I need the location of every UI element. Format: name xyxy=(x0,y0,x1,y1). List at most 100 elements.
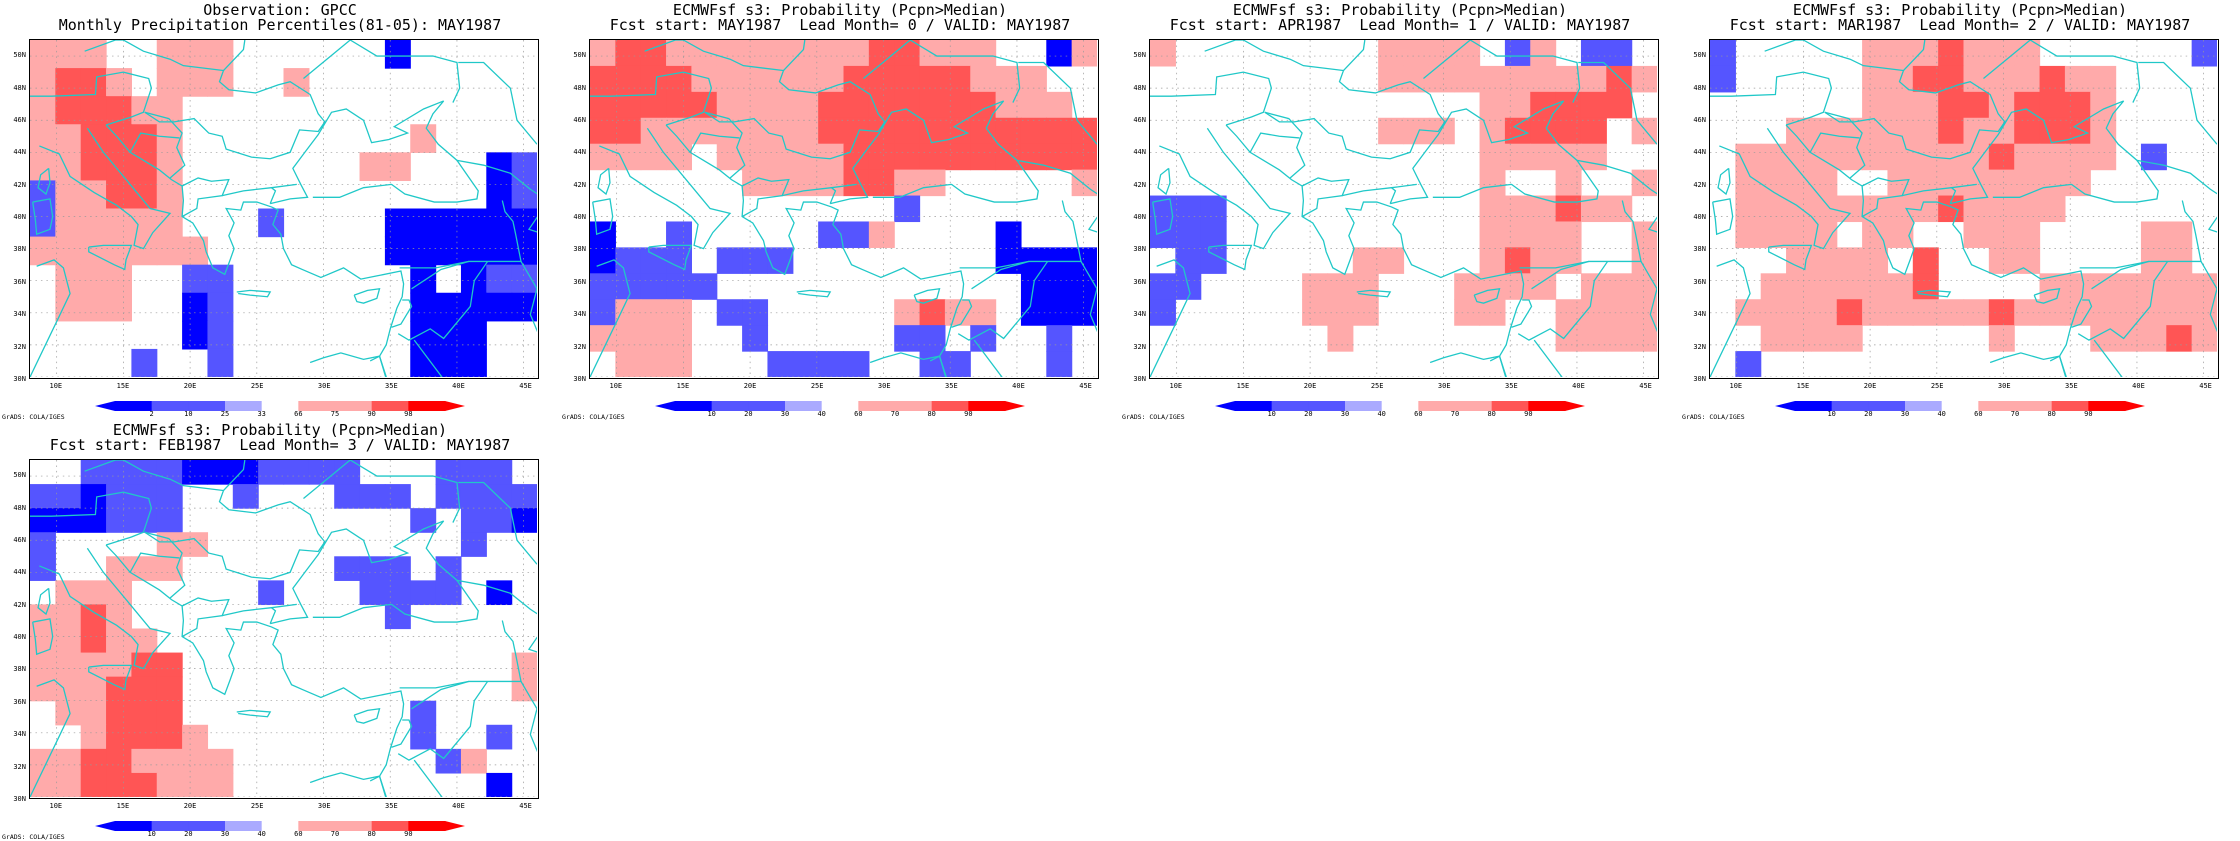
grid-cell xyxy=(1046,91,1073,119)
lat-label: 34N xyxy=(1133,310,1146,319)
lat-label: 34N xyxy=(1693,310,1706,319)
lat-label: 46N xyxy=(13,115,26,124)
grid-cell xyxy=(1938,195,1965,223)
grid-cell xyxy=(30,124,56,153)
grid-cell xyxy=(1631,325,1657,352)
coastline xyxy=(782,40,806,71)
coastline xyxy=(689,132,740,153)
grid-cell xyxy=(30,532,56,557)
grid-cell xyxy=(1760,221,1787,248)
grid-cell xyxy=(1631,169,1657,197)
colorbar-tick-label: 40 xyxy=(817,410,826,418)
coastline xyxy=(270,520,479,625)
grid-cell xyxy=(410,124,437,153)
coastline xyxy=(1640,261,1657,333)
grid-cell xyxy=(2166,325,2193,352)
grid-cell xyxy=(1887,169,1914,197)
grid-cell xyxy=(80,68,107,97)
grid-cell xyxy=(2090,299,2117,326)
colorbar-swatch xyxy=(1491,401,1529,411)
grid-cell xyxy=(1836,247,1863,274)
grid-cell xyxy=(590,221,616,248)
grid-cell xyxy=(410,208,437,238)
grid-cell xyxy=(1631,247,1657,274)
grid-cell xyxy=(2064,273,2091,300)
grid-cell xyxy=(1454,273,1481,300)
colorbar-swatch xyxy=(821,401,859,411)
grid-cell xyxy=(1710,40,1736,67)
coastline xyxy=(1018,61,1097,145)
grid-cell xyxy=(818,351,845,377)
lon-label: 20E xyxy=(743,382,757,390)
grid-cell xyxy=(511,676,537,702)
grid-cell xyxy=(80,236,107,266)
colorbar-min-arrow xyxy=(655,401,675,411)
grid-cell xyxy=(1938,143,1965,171)
grid-cell xyxy=(640,117,667,145)
grid-cell xyxy=(1175,195,1202,223)
map-frame xyxy=(29,459,539,799)
grid-cell xyxy=(156,724,183,750)
colorbar-swatch xyxy=(1381,401,1419,411)
colorbar-tick-label: 60 xyxy=(294,830,303,838)
panel-title: ECMWFsf s3: Probability (Pcpn>Median) xyxy=(672,1,1008,19)
grid-cell xyxy=(2064,143,2091,171)
grid-cell xyxy=(894,169,921,197)
grid-cell xyxy=(156,748,183,774)
coastline xyxy=(1225,124,1525,364)
coastline xyxy=(1902,183,1977,197)
coastline xyxy=(411,260,470,290)
grid-cell xyxy=(207,348,234,377)
panel-title: ECMWFsf s3: Probability (Pcpn>Median) xyxy=(1792,1,2128,19)
lat-label: 34N xyxy=(13,730,26,739)
grid-cell xyxy=(460,748,487,774)
coastline xyxy=(456,579,537,653)
grid-cell xyxy=(2039,169,2066,197)
grid-cell xyxy=(384,208,411,238)
grid-cell xyxy=(1504,65,1531,93)
grid-cell xyxy=(666,299,692,326)
colorbar-max-arrow xyxy=(445,401,465,411)
grid-cell xyxy=(55,676,82,702)
lat-label: 48N xyxy=(13,83,26,92)
grid-cell xyxy=(30,68,56,97)
grid-cell xyxy=(156,700,183,726)
grid-cell xyxy=(1938,40,1965,67)
grid-cell xyxy=(1786,221,1812,248)
grads-credit: GrADS: COLA/IGES xyxy=(562,413,625,421)
colorbar-swatch xyxy=(371,401,409,411)
colorbar-swatch xyxy=(1271,401,1309,411)
grid-cell xyxy=(410,264,437,294)
coastline xyxy=(938,355,947,377)
grid-cell xyxy=(868,221,895,248)
grid-cell xyxy=(156,152,183,182)
grid-cell xyxy=(2064,65,2091,93)
grid-cell xyxy=(2039,65,2066,93)
grid-cell xyxy=(818,143,845,171)
colorbar-swatch xyxy=(675,401,713,411)
grid-cell xyxy=(767,351,794,377)
grid-cell xyxy=(435,556,462,581)
grid-cell xyxy=(410,292,437,322)
grid-cell xyxy=(691,117,718,145)
grid-cell xyxy=(1811,221,1838,248)
grid-cell xyxy=(1963,91,1990,119)
colorbar-swatch xyxy=(151,821,189,831)
grid-cell xyxy=(80,208,107,238)
grid-cell xyxy=(460,508,487,533)
grid-cell xyxy=(486,772,513,797)
grid-cell xyxy=(1606,40,1633,67)
grid-cell xyxy=(640,325,667,352)
lat-label: 38N xyxy=(13,245,26,254)
grid-cell xyxy=(1760,325,1787,352)
grid-cell xyxy=(1479,221,1506,248)
colorbar-tick-label: 90 xyxy=(367,410,376,418)
grid-cell xyxy=(1811,247,1838,274)
grid-cell xyxy=(80,748,107,774)
grid-cell xyxy=(182,532,209,557)
grid-cell xyxy=(131,124,158,153)
coastline xyxy=(1498,355,1507,377)
lat-label: 38N xyxy=(13,665,26,674)
colorbar-swatch xyxy=(408,401,446,411)
grid-cell xyxy=(1988,221,2015,248)
